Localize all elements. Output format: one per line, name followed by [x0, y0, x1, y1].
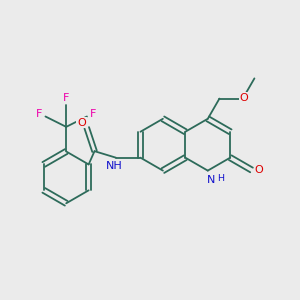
Text: O: O — [77, 118, 86, 128]
Text: F: F — [63, 93, 69, 103]
Text: F: F — [90, 109, 97, 118]
Text: NH: NH — [106, 161, 123, 171]
Text: O: O — [254, 165, 263, 175]
Text: N: N — [206, 175, 215, 185]
Text: H: H — [217, 174, 224, 183]
Text: O: O — [240, 93, 249, 103]
Text: F: F — [36, 109, 42, 118]
